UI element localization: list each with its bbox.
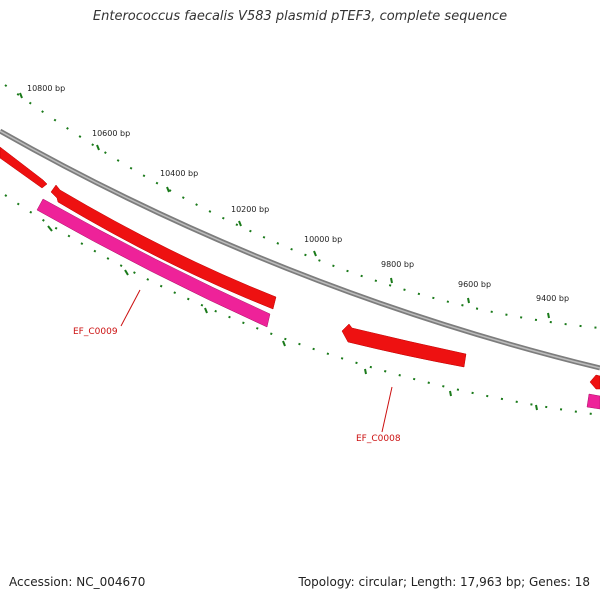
ruler-label-10600: 10600 bp — [92, 129, 130, 138]
ruler-label-9800: 9800 bp — [381, 260, 414, 269]
leader-ef-c0008 — [381, 386, 393, 433]
gene-arrow-ef-c0009 — [36, 198, 271, 328]
ruler-label-10800: 10800 bp — [27, 84, 65, 93]
ruler-label-10000: 10000 bp — [304, 235, 342, 244]
gene-label-ef-c0009: EF_C0009 — [73, 327, 118, 337]
gene-arrow-pink-right-edge — [586, 393, 600, 410]
outer-major-ticks — [19, 92, 550, 319]
map-title: Enterococcus faecalis V583 plasmid pTEF3… — [92, 9, 508, 24]
outer-scale-ring — [4, 84, 600, 329]
topology-summary: Topology: circular; Length: 17,963 bp; G… — [298, 575, 590, 589]
accession-text: Accession: NC_004670 — [9, 575, 146, 589]
ruler-label-10400: 10400 bp — [160, 169, 198, 178]
gene-label-ef-c0008: EF_C0008 — [356, 434, 401, 444]
plasmid-backbone-highlight — [0, 130, 600, 369]
gene-arrow-main — [50, 184, 277, 310]
inner-major-ticks — [47, 225, 538, 411]
ruler-label-9600: 9600 bp — [458, 280, 491, 289]
ruler-label-9400: 9400 bp — [536, 294, 569, 303]
leader-ef-c0009 — [120, 289, 141, 327]
ruler-label-10200: 10200 bp — [231, 205, 269, 214]
gene-arrow-ef-c0008 — [341, 323, 467, 368]
gene-arrow-right-edge — [589, 374, 600, 390]
gene-arrow-top-left — [0, 146, 48, 189]
